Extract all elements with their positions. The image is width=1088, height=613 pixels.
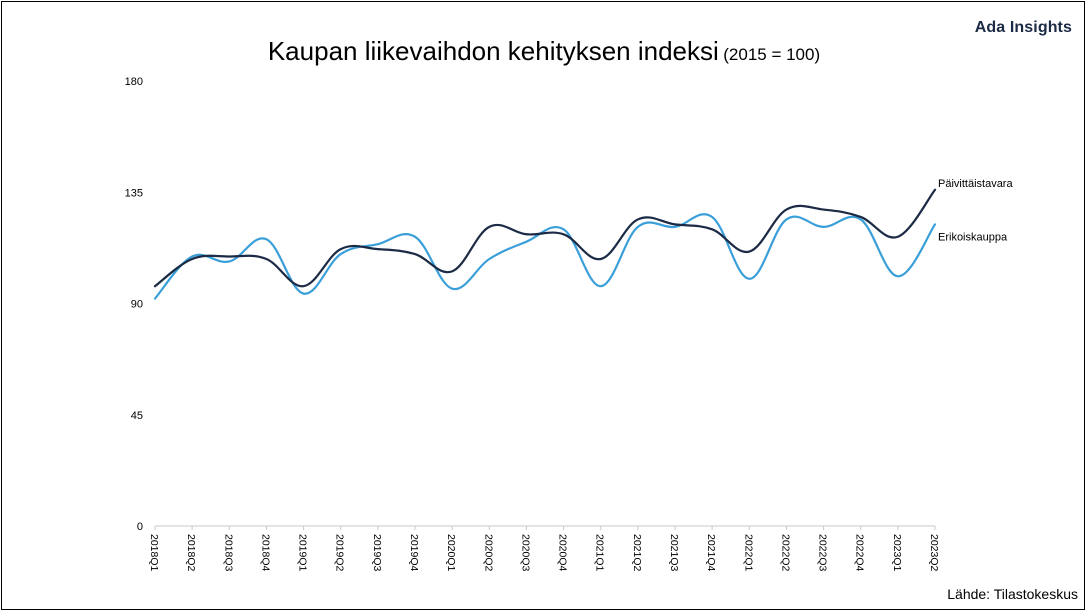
y-tick-label: 135 <box>125 187 143 199</box>
x-tick-label: 2020Q3 <box>519 534 531 572</box>
x-tick-label: 2019Q3 <box>371 534 383 572</box>
x-tick-label: 2019Q1 <box>297 534 309 572</box>
y-tick-label: 0 <box>137 521 143 533</box>
chart-title: Kaupan liikevaihdon kehityksen indeksi <box>267 36 719 66</box>
x-tick-label: 2019Q2 <box>334 534 346 572</box>
chart-title-block: Kaupan liikevaihdon kehityksen indeksi (… <box>0 36 1088 67</box>
x-tick-label: 2022Q4 <box>854 534 866 572</box>
x-tick-label: 2021Q3 <box>668 534 680 572</box>
chart-subtitle: (2015 = 100) <box>723 45 821 64</box>
x-tick-label: 2018Q2 <box>185 534 197 572</box>
x-tick-label: 2018Q3 <box>222 534 234 572</box>
brand-logo-text: Ada Insights <box>974 19 1072 36</box>
series-line-erikoiskauppa <box>153 213 937 300</box>
source-note: Lähde: Tilastokeskus <box>947 586 1078 602</box>
x-tick-label: 2021Q1 <box>594 534 606 572</box>
x-tick-label: 2020Q2 <box>482 534 494 572</box>
x-tick-label: 2020Q1 <box>445 534 457 572</box>
x-tick-label: 2023Q2 <box>928 534 940 572</box>
series-label-erikoiskauppa: Erikoiskauppa <box>938 231 1008 243</box>
x-tick-label: 2022Q1 <box>742 534 754 572</box>
x-tick-label: 2022Q2 <box>779 534 791 572</box>
x-tick-label: 2018Q1 <box>148 534 160 572</box>
series-line-paivittaistavara <box>153 188 937 288</box>
series-label-paivittaistavara: Päivittäistavara <box>938 178 1013 190</box>
y-tick-label: 45 <box>131 410 143 422</box>
x-tick-label: 2022Q3 <box>817 534 829 572</box>
x-tick-label: 2018Q4 <box>259 534 271 572</box>
x-tick-label: 2019Q4 <box>408 534 420 572</box>
x-tick-label: 2020Q4 <box>557 534 569 572</box>
y-tick-label: 180 <box>125 76 143 88</box>
x-tick-label: 2021Q2 <box>631 534 643 572</box>
y-tick-label: 90 <box>131 299 143 311</box>
x-tick-label: 2023Q1 <box>891 534 903 572</box>
x-tick-label: 2021Q4 <box>705 534 717 572</box>
